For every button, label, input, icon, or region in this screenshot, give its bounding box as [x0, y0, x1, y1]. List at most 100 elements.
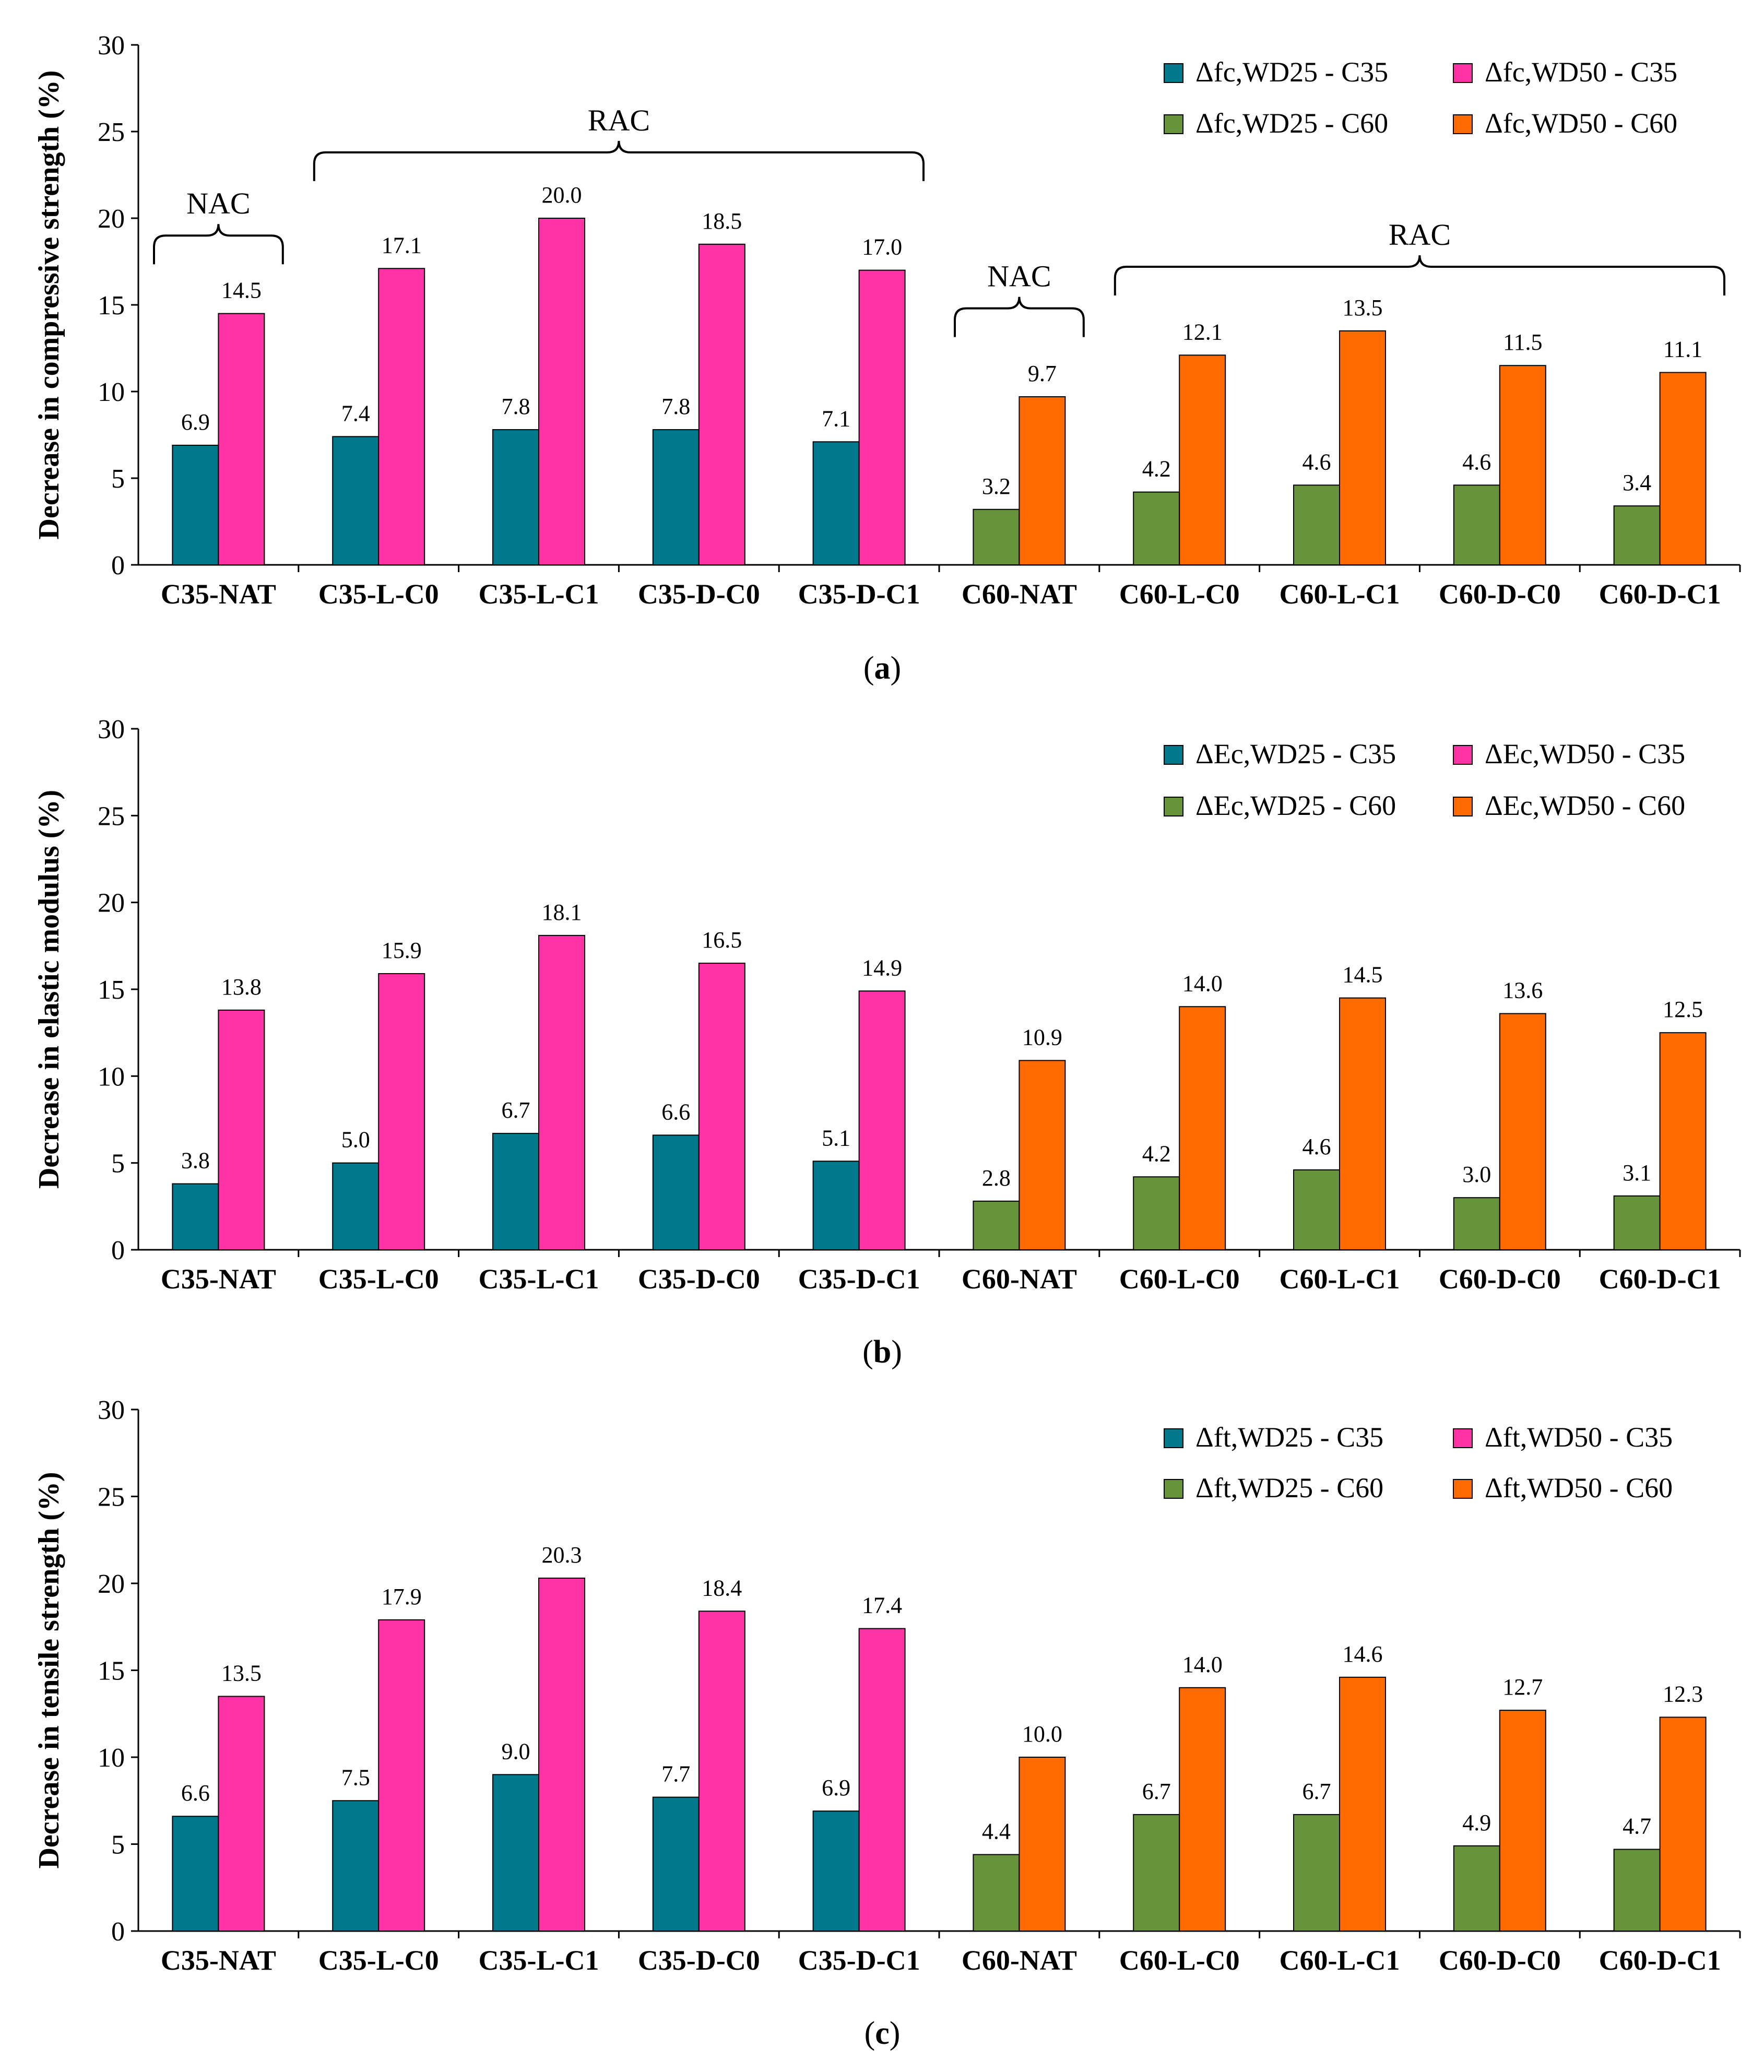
legend-swatch	[1164, 114, 1183, 134]
legend-swatch	[1164, 1428, 1183, 1448]
bar	[1339, 997, 1386, 1250]
bar	[172, 444, 219, 565]
x-tick-label: C35-NAT	[161, 1945, 276, 1976]
data-label: 3.1	[1623, 1160, 1651, 1186]
bar	[1179, 354, 1226, 566]
legend-label: Δft,WD50 - C60	[1485, 1472, 1673, 1503]
bracket	[954, 297, 1085, 337]
bar	[858, 1628, 906, 1932]
bar	[1339, 330, 1386, 565]
bar	[652, 1134, 700, 1250]
bar	[332, 1162, 380, 1251]
bar	[378, 973, 425, 1251]
data-label: 14.9	[862, 955, 902, 980]
data-label: 6.9	[181, 409, 210, 435]
x-tick-label: C35-D-C1	[798, 578, 920, 610]
data-label: 2.8	[982, 1165, 1011, 1191]
data-label: 14.6	[1343, 1641, 1383, 1667]
y-tick-label: 15	[98, 291, 125, 321]
data-label: 7.7	[661, 1761, 690, 1787]
x-tick-label: C60-D-C0	[1439, 1945, 1561, 1976]
bar	[492, 1774, 539, 1932]
legend-swatch	[1164, 63, 1183, 83]
bar	[1453, 1845, 1500, 1932]
bar	[812, 1810, 860, 1932]
data-label: 7.1	[822, 406, 850, 431]
y-tick-label: 30	[98, 31, 125, 61]
y-tick-label: 25	[98, 1483, 125, 1512]
data-label: 10.9	[1022, 1024, 1062, 1050]
data-label: 6.6	[181, 1780, 210, 1806]
legend-swatch	[1453, 114, 1473, 134]
data-label: 11.1	[1663, 336, 1702, 362]
data-label: 13.8	[221, 974, 262, 1000]
x-tick-label: C35-L-C0	[318, 1263, 439, 1295]
x-tick-label: C35-L-C1	[479, 1263, 599, 1295]
data-label: 17.9	[382, 1584, 422, 1609]
data-label: 4.2	[1142, 456, 1171, 482]
panel-caption: (c)	[865, 2016, 901, 2051]
bar	[973, 508, 1020, 566]
legend-label: Δft,WD25 - C60	[1195, 1472, 1383, 1503]
legend-label: Δft,WD25 - C35	[1195, 1422, 1383, 1453]
bar	[1293, 1169, 1340, 1251]
x-tick-label: C60-L-C0	[1119, 1945, 1240, 1976]
bar	[973, 1200, 1020, 1250]
data-label: 17.4	[862, 1593, 902, 1618]
data-label: 4.9	[1462, 1810, 1491, 1836]
data-label: 6.7	[1303, 1779, 1331, 1804]
bar	[698, 963, 745, 1250]
legend-label: ΔEc,WD25 - C35	[1195, 738, 1396, 769]
data-label: 9.7	[1028, 361, 1057, 386]
bar	[1659, 372, 1707, 565]
x-tick-label: C35-D-C0	[638, 578, 760, 610]
data-label: 17.0	[862, 234, 902, 260]
data-label: 13.5	[221, 1660, 262, 1686]
bar	[973, 1854, 1020, 1932]
bar	[1339, 1676, 1386, 1932]
bar	[1453, 484, 1500, 566]
bar	[172, 1816, 219, 1932]
y-tick-label: 10	[98, 377, 125, 407]
data-label: 13.5	[1343, 295, 1383, 321]
x-tick-label: C35-L-C0	[318, 1945, 439, 1976]
bar	[812, 441, 860, 566]
bar	[1133, 1176, 1180, 1251]
data-label: 18.1	[542, 899, 582, 925]
data-label: 20.0	[542, 182, 582, 208]
data-label: 6.7	[502, 1097, 530, 1123]
data-label: 12.5	[1663, 997, 1703, 1022]
data-label: 11.5	[1503, 329, 1542, 355]
bar	[538, 218, 585, 565]
x-tick-label: C60-L-C1	[1280, 1945, 1400, 1976]
bar	[378, 1619, 425, 1932]
bar	[218, 1696, 265, 1932]
y-tick-label: 5	[111, 1149, 125, 1179]
y-tick-label: 30	[98, 715, 125, 744]
data-label: 3.8	[181, 1148, 210, 1174]
legend-swatch	[1453, 1428, 1473, 1448]
data-label: 20.3	[542, 1542, 582, 1568]
bar	[1133, 1814, 1180, 1932]
bar	[1613, 505, 1661, 565]
x-tick-label: C60-NAT	[962, 1945, 1077, 1976]
data-label: 14.0	[1182, 1652, 1223, 1677]
y-tick-label: 0	[111, 551, 125, 581]
bracket-label: RAC	[1389, 218, 1451, 252]
panel-caption: (a)	[863, 650, 901, 686]
legend-label: Δft,WD50 - C35	[1485, 1422, 1673, 1453]
bar	[378, 268, 425, 565]
x-tick-label: C60-L-C0	[1119, 1263, 1240, 1295]
x-tick-label: C60-D-C1	[1599, 578, 1721, 610]
bar	[218, 1009, 265, 1251]
data-label: 3.2	[982, 473, 1011, 499]
x-tick-label: C35-L-C1	[479, 1945, 599, 1976]
data-label: 9.0	[502, 1738, 530, 1764]
x-tick-label: C35-D-C0	[638, 1263, 760, 1295]
bar	[492, 1133, 539, 1250]
data-label: 12.3	[1663, 1681, 1703, 1707]
data-label: 12.1	[1182, 319, 1223, 345]
bar	[698, 1611, 745, 1932]
data-label: 10.0	[1022, 1721, 1062, 1747]
legend-swatch	[1453, 63, 1473, 83]
